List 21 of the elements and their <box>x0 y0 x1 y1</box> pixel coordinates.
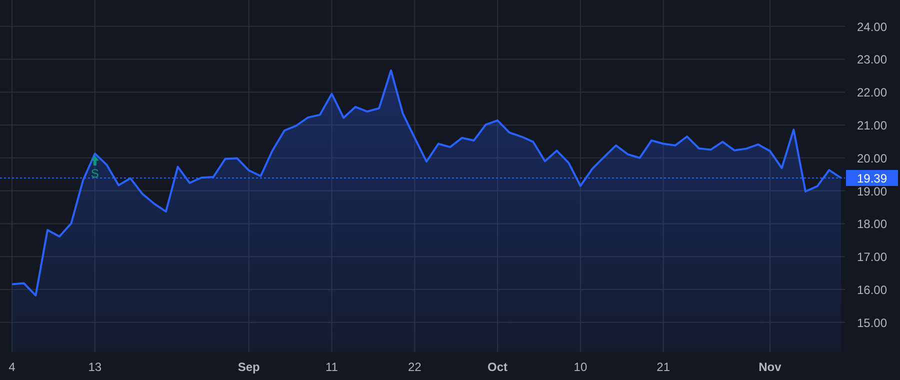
y-tick-label: 17.00 <box>856 250 888 264</box>
y-tick-label: 24.00 <box>856 20 888 34</box>
x-tick-label: 10 <box>574 360 588 374</box>
x-tick-label: 21 <box>656 360 670 374</box>
y-tick-label: 20.00 <box>856 151 888 166</box>
x-tick-label: 4 <box>8 360 16 374</box>
ref-line-label: 19.39 <box>856 171 888 186</box>
x-tick-label: 11 <box>326 360 338 374</box>
y-tick-label: 18.00 <box>856 217 888 232</box>
annotation: S <box>90 166 99 181</box>
x-tick-label: 13 <box>88 360 102 374</box>
x-tick-label: 22 <box>408 360 422 374</box>
y-tick-label: 21.00 <box>856 118 888 133</box>
x-tick-label: Oct <box>488 360 508 374</box>
y-tick-label: 23.00 <box>856 52 888 67</box>
x-tick-label: Nov <box>758 360 782 374</box>
y-tick-label: 22.00 <box>856 86 888 100</box>
y-tick-label: 19.00 <box>856 184 888 198</box>
y-tick-label: 15.00 <box>856 316 888 330</box>
x-tick-label: Sep <box>238 360 260 374</box>
y-tick-label: 16.00 <box>856 282 888 297</box>
